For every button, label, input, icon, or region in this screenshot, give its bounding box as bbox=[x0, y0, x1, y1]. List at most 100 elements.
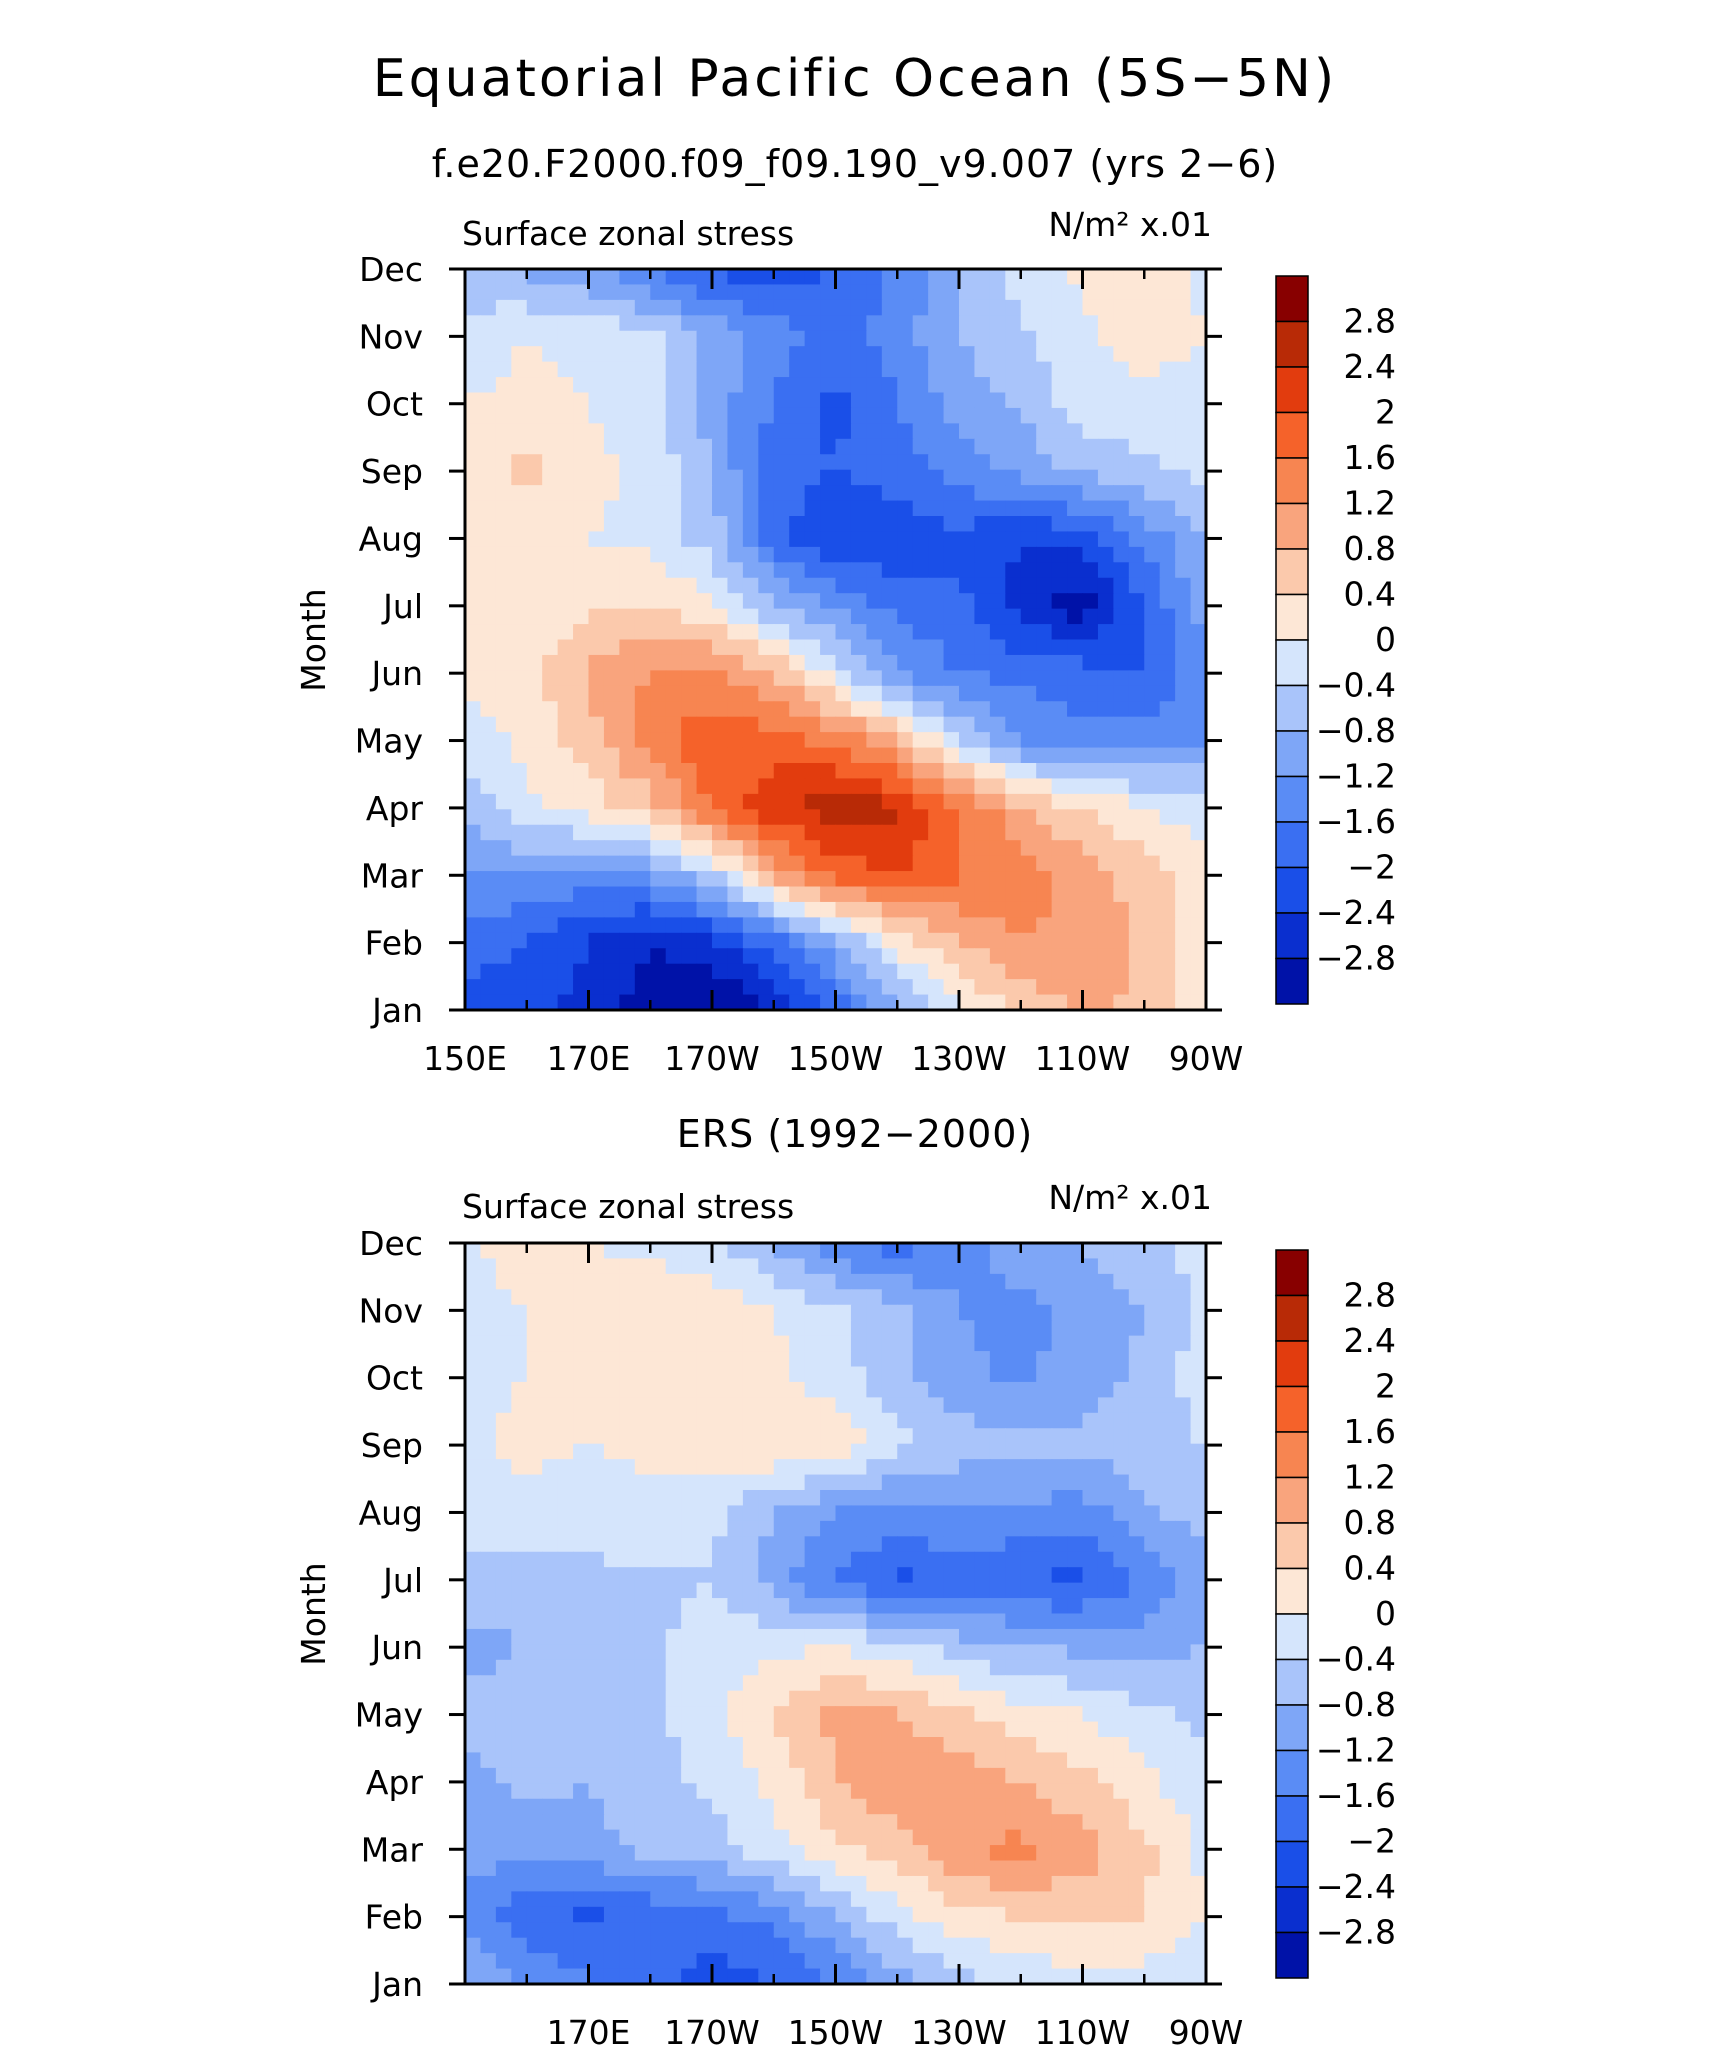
heatmap-cell bbox=[1190, 485, 1207, 502]
heatmap-cell bbox=[634, 1922, 651, 1939]
heatmap-cell bbox=[1082, 1891, 1099, 1908]
heatmap-cell bbox=[588, 423, 605, 440]
heatmap-cell bbox=[1051, 1783, 1068, 1800]
heatmap-cell bbox=[619, 1273, 636, 1290]
heatmap-cell bbox=[1128, 1891, 1145, 1908]
heatmap-cell bbox=[465, 701, 482, 718]
heatmap-cell bbox=[1067, 361, 1084, 378]
panel-model-colorbar: 2.82.421.61.20.80.40−0.4−0.8−1.2−1.6−2−2… bbox=[1275, 275, 1396, 1005]
heatmap-cell bbox=[912, 1490, 929, 1507]
heatmap-cell bbox=[681, 1567, 698, 1584]
heatmap-cell bbox=[712, 1505, 729, 1522]
heatmap-cell bbox=[1175, 1490, 1192, 1507]
heatmap-cell bbox=[804, 685, 821, 702]
heatmap-cell bbox=[634, 763, 651, 780]
heatmap-cell bbox=[820, 994, 837, 1011]
heatmap-cell bbox=[1082, 1505, 1099, 1522]
heatmap-cell bbox=[789, 1598, 806, 1615]
heatmap-cell bbox=[974, 639, 991, 656]
heatmap-cell bbox=[850, 824, 867, 841]
heatmap-cell bbox=[959, 1644, 976, 1661]
heatmap-cell bbox=[603, 330, 620, 347]
heatmap-cell bbox=[773, 593, 790, 610]
heatmap-cell bbox=[526, 269, 543, 286]
heatmap-cell bbox=[773, 716, 790, 733]
heatmap-cell bbox=[588, 624, 605, 641]
heatmap-cell bbox=[959, 608, 976, 625]
heatmap-cell bbox=[603, 1551, 620, 1568]
heatmap-cell bbox=[974, 1536, 991, 1553]
heatmap-cell bbox=[912, 1351, 929, 1368]
heatmap-cell bbox=[1051, 1613, 1068, 1630]
heatmap-cell bbox=[974, 1628, 991, 1645]
heatmap-cell bbox=[773, 1536, 790, 1553]
heatmap-cell bbox=[573, 685, 590, 702]
heatmap-cell bbox=[1190, 1351, 1207, 1368]
heatmap-cell bbox=[511, 1675, 528, 1692]
heatmap-cell bbox=[1051, 1752, 1068, 1769]
heatmap-cell bbox=[526, 593, 543, 610]
heatmap-cell bbox=[1128, 1412, 1145, 1429]
heatmap-cell bbox=[526, 1706, 543, 1723]
heatmap-cell bbox=[1159, 593, 1176, 610]
heatmap-cell bbox=[1020, 639, 1037, 656]
heatmap-cell bbox=[835, 454, 852, 471]
heatmap-cell bbox=[943, 732, 960, 749]
heatmap-cell bbox=[511, 1304, 528, 1321]
heatmap-cell bbox=[1159, 840, 1176, 857]
heatmap-cell bbox=[974, 1675, 991, 1692]
heatmap-cell bbox=[1082, 1243, 1099, 1260]
heatmap-cell bbox=[773, 855, 790, 872]
heatmap-cell bbox=[897, 855, 914, 872]
heatmap-cell bbox=[881, 361, 898, 378]
heatmap-cell bbox=[850, 1289, 867, 1306]
heatmap-cell bbox=[1051, 1937, 1068, 1954]
heatmap-cell bbox=[912, 994, 929, 1011]
heatmap-cell bbox=[742, 1582, 759, 1599]
heatmap-cell bbox=[681, 1767, 698, 1784]
heatmap-cell bbox=[542, 392, 559, 409]
heatmap-cell bbox=[1190, 1891, 1207, 1908]
heatmap-cell bbox=[557, 608, 574, 625]
y-tick-label: Dec bbox=[359, 250, 423, 289]
heatmap-cell bbox=[573, 407, 590, 424]
heatmap-cell bbox=[789, 979, 806, 996]
heatmap-cell bbox=[696, 1968, 713, 1985]
heatmap-cell bbox=[928, 361, 945, 378]
heatmap-cell bbox=[619, 1659, 636, 1676]
heatmap-cell bbox=[1190, 516, 1207, 533]
heatmap-cell bbox=[557, 1443, 574, 1460]
heatmap-cell bbox=[1036, 1551, 1053, 1568]
heatmap-cell bbox=[897, 747, 914, 764]
heatmap-cell bbox=[897, 1767, 914, 1784]
heatmap-cell bbox=[758, 1613, 775, 1630]
heatmap-cell bbox=[1144, 1412, 1161, 1429]
heatmap-cell bbox=[465, 1474, 482, 1491]
heatmap-cell bbox=[959, 901, 976, 918]
heatmap-cell bbox=[588, 1922, 605, 1939]
heatmap-cell bbox=[742, 732, 759, 749]
heatmap-cell bbox=[928, 716, 945, 733]
heatmap-cell bbox=[526, 1243, 543, 1260]
heatmap-cell bbox=[1082, 716, 1099, 733]
heatmap-cell bbox=[989, 1767, 1006, 1784]
heatmap-cell bbox=[974, 269, 991, 286]
heatmap-cell bbox=[1051, 1520, 1068, 1537]
heatmap-cell bbox=[696, 438, 713, 455]
heatmap-cell bbox=[804, 1567, 821, 1584]
heatmap-cell bbox=[928, 1968, 945, 1985]
heatmap-cell bbox=[650, 500, 667, 517]
heatmap-cell bbox=[1082, 809, 1099, 826]
heatmap-cell bbox=[773, 1752, 790, 1769]
heatmap-cell bbox=[480, 1443, 497, 1460]
heatmap-cell bbox=[1144, 994, 1161, 1011]
heatmap-cell bbox=[1113, 624, 1130, 641]
heatmap-cell bbox=[557, 562, 574, 579]
heatmap-cell bbox=[1082, 1551, 1099, 1568]
heatmap-cell bbox=[511, 1474, 528, 1491]
heatmap-cell bbox=[943, 1459, 960, 1476]
heatmap-cell bbox=[634, 1351, 651, 1368]
heatmap-cell bbox=[634, 1814, 651, 1831]
heatmap-cell bbox=[1036, 948, 1053, 965]
heatmap-cell bbox=[542, 299, 559, 316]
